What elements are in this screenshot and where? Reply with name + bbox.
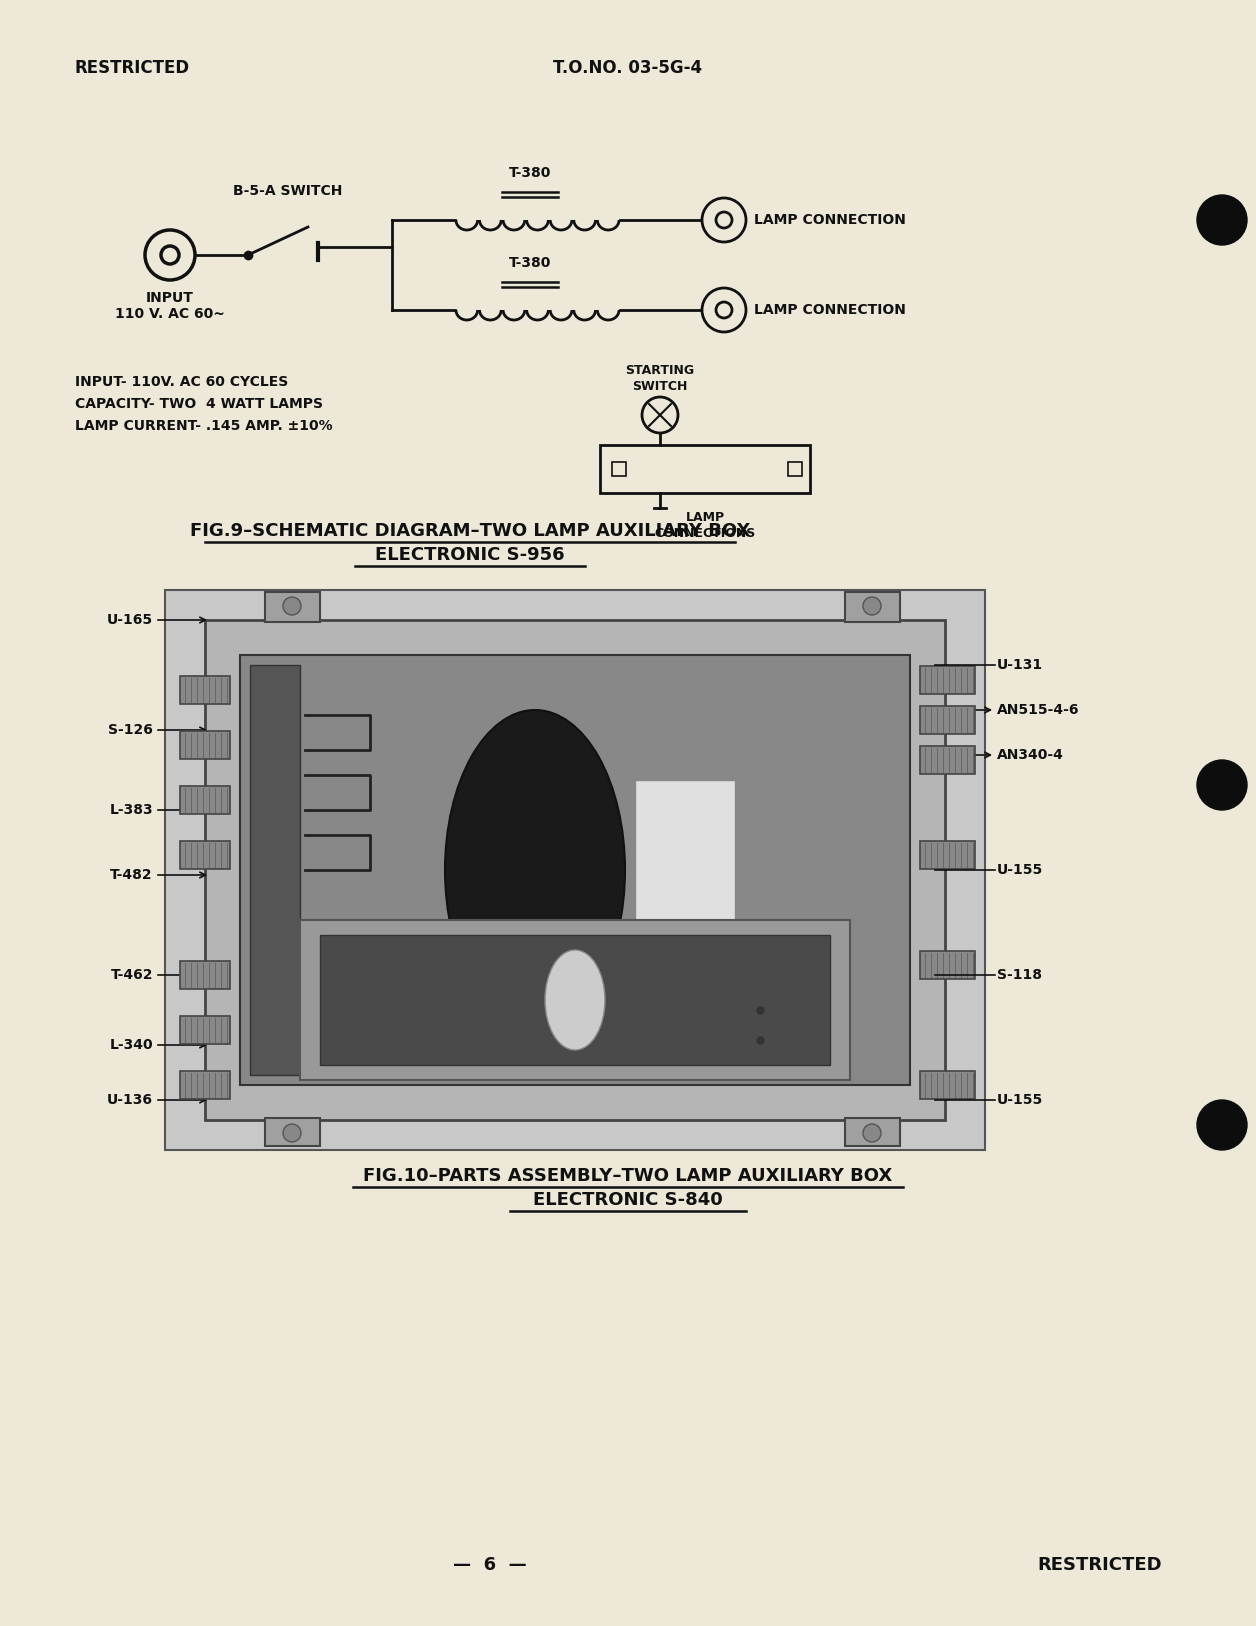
Bar bbox=[180, 961, 230, 989]
Circle shape bbox=[863, 597, 880, 615]
Text: CAPACITY- TWO  4 WATT LAMPS: CAPACITY- TWO 4 WATT LAMPS bbox=[75, 397, 323, 411]
Bar bbox=[205, 620, 945, 1120]
Bar bbox=[636, 780, 735, 959]
Text: U-155: U-155 bbox=[997, 1093, 1044, 1107]
Bar bbox=[180, 732, 230, 759]
Bar bbox=[600, 446, 810, 493]
Text: SWITCH: SWITCH bbox=[632, 380, 688, 393]
Circle shape bbox=[1197, 1101, 1247, 1150]
Bar bbox=[320, 935, 830, 1065]
Bar bbox=[919, 951, 975, 979]
Text: S-118: S-118 bbox=[997, 967, 1042, 982]
Text: U-155: U-155 bbox=[997, 863, 1044, 876]
Text: T-380: T-380 bbox=[509, 255, 551, 270]
Text: T-462: T-462 bbox=[111, 967, 153, 982]
Bar bbox=[240, 655, 911, 1085]
Bar bbox=[919, 746, 975, 774]
Text: L-340: L-340 bbox=[109, 1037, 153, 1052]
Text: ELECTRONIC S-840: ELECTRONIC S-840 bbox=[533, 1190, 723, 1210]
Circle shape bbox=[863, 1124, 880, 1141]
Circle shape bbox=[1197, 759, 1247, 810]
Text: S-126: S-126 bbox=[108, 724, 153, 737]
Text: STARTING: STARTING bbox=[625, 364, 695, 377]
Bar bbox=[165, 590, 985, 1150]
Text: T.O.NO. 03-5G-4: T.O.NO. 03-5G-4 bbox=[554, 59, 702, 76]
Text: U-165: U-165 bbox=[107, 613, 153, 628]
Bar bbox=[919, 841, 975, 868]
Text: LAMP: LAMP bbox=[686, 511, 725, 524]
Bar bbox=[845, 592, 901, 623]
Bar bbox=[300, 920, 850, 1080]
Text: FIG.10–PARTS ASSEMBLY–TWO LAMP AUXILIARY BOX: FIG.10–PARTS ASSEMBLY–TWO LAMP AUXILIARY… bbox=[363, 1167, 893, 1185]
Text: T-380: T-380 bbox=[509, 166, 551, 180]
Text: LAMP CONNECTION: LAMP CONNECTION bbox=[754, 213, 906, 228]
Circle shape bbox=[1197, 195, 1247, 246]
Text: INPUT- 110V. AC 60 CYCLES: INPUT- 110V. AC 60 CYCLES bbox=[75, 376, 288, 389]
Circle shape bbox=[283, 597, 301, 615]
Text: INPUT: INPUT bbox=[146, 291, 193, 306]
Bar bbox=[919, 706, 975, 733]
Bar bbox=[180, 676, 230, 704]
Text: L-383: L-383 bbox=[109, 803, 153, 816]
Bar bbox=[180, 841, 230, 868]
Bar bbox=[180, 1072, 230, 1099]
Text: AN340-4: AN340-4 bbox=[997, 748, 1064, 763]
Bar bbox=[265, 1119, 320, 1146]
Text: FIG.9–SCHEMATIC DIAGRAM–TWO LAMP AUXILIARY BOX: FIG.9–SCHEMATIC DIAGRAM–TWO LAMP AUXILIA… bbox=[190, 522, 750, 540]
Text: RESTRICTED: RESTRICTED bbox=[75, 59, 190, 76]
Text: LAMP CONNECTION: LAMP CONNECTION bbox=[754, 302, 906, 317]
Text: AN515-4-6: AN515-4-6 bbox=[997, 702, 1079, 717]
Bar bbox=[612, 462, 625, 476]
Text: ELECTRONIC S-956: ELECTRONIC S-956 bbox=[376, 546, 565, 564]
Bar bbox=[265, 592, 320, 623]
Text: —  6  —: — 6 — bbox=[453, 1556, 526, 1574]
Text: U-136: U-136 bbox=[107, 1093, 153, 1107]
Text: CONNECTIONS: CONNECTIONS bbox=[654, 527, 756, 540]
Text: RESTRICTED: RESTRICTED bbox=[1037, 1556, 1162, 1574]
Text: T-482: T-482 bbox=[111, 868, 153, 881]
Text: B-5-A SWITCH: B-5-A SWITCH bbox=[234, 184, 343, 198]
Bar bbox=[180, 785, 230, 815]
Text: U-131: U-131 bbox=[997, 659, 1044, 672]
Circle shape bbox=[283, 1124, 301, 1141]
Ellipse shape bbox=[545, 950, 605, 1050]
Ellipse shape bbox=[445, 711, 625, 1029]
Text: LAMP CURRENT- .145 AMP. ±10%: LAMP CURRENT- .145 AMP. ±10% bbox=[75, 420, 333, 433]
Bar bbox=[788, 462, 803, 476]
Bar bbox=[919, 667, 975, 694]
Bar bbox=[250, 665, 300, 1075]
Bar bbox=[845, 1119, 901, 1146]
Text: 110 V. AC 60~: 110 V. AC 60~ bbox=[116, 307, 225, 320]
Bar bbox=[180, 1016, 230, 1044]
Bar bbox=[919, 1072, 975, 1099]
